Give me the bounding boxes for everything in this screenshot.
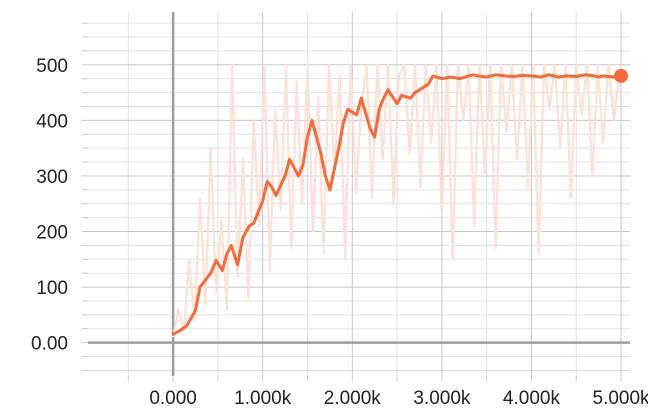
smoothed-series-group (171, 73, 623, 336)
x-tick-label: 3.000k (413, 388, 471, 409)
y-tick-label: 300 (36, 167, 68, 188)
x-tick-label: 1.000k (234, 388, 292, 409)
raw-series-group (172, 63, 621, 338)
axes (82, 12, 630, 381)
x-tick-labels: 0.000 1.000k 2.000k 3.000k 4.000k 5.000k (149, 388, 648, 409)
y-tick-label: 0.00 (31, 334, 68, 355)
series-end-point (614, 68, 629, 83)
raw-series-line (172, 63, 621, 338)
y-tick-label: 100 (36, 278, 68, 299)
end-marker-group (614, 68, 629, 83)
y-tick-label: 400 (36, 111, 68, 132)
x-tick-label: 0.000 (149, 388, 197, 409)
smoothed-series-line (171, 73, 623, 336)
y-tick-label: 200 (36, 223, 68, 244)
x-tick-label: 5.000k (593, 388, 648, 409)
grid-major-lines (88, 12, 630, 376)
grid-minor-lines (88, 12, 630, 376)
y-tick-labels: 0.00 100 200 300 400 500 (31, 56, 68, 355)
x-tick-label: 4.000k (503, 388, 561, 409)
x-tick-label: 2.000k (324, 388, 382, 409)
y-tick-label: 500 (36, 56, 68, 77)
